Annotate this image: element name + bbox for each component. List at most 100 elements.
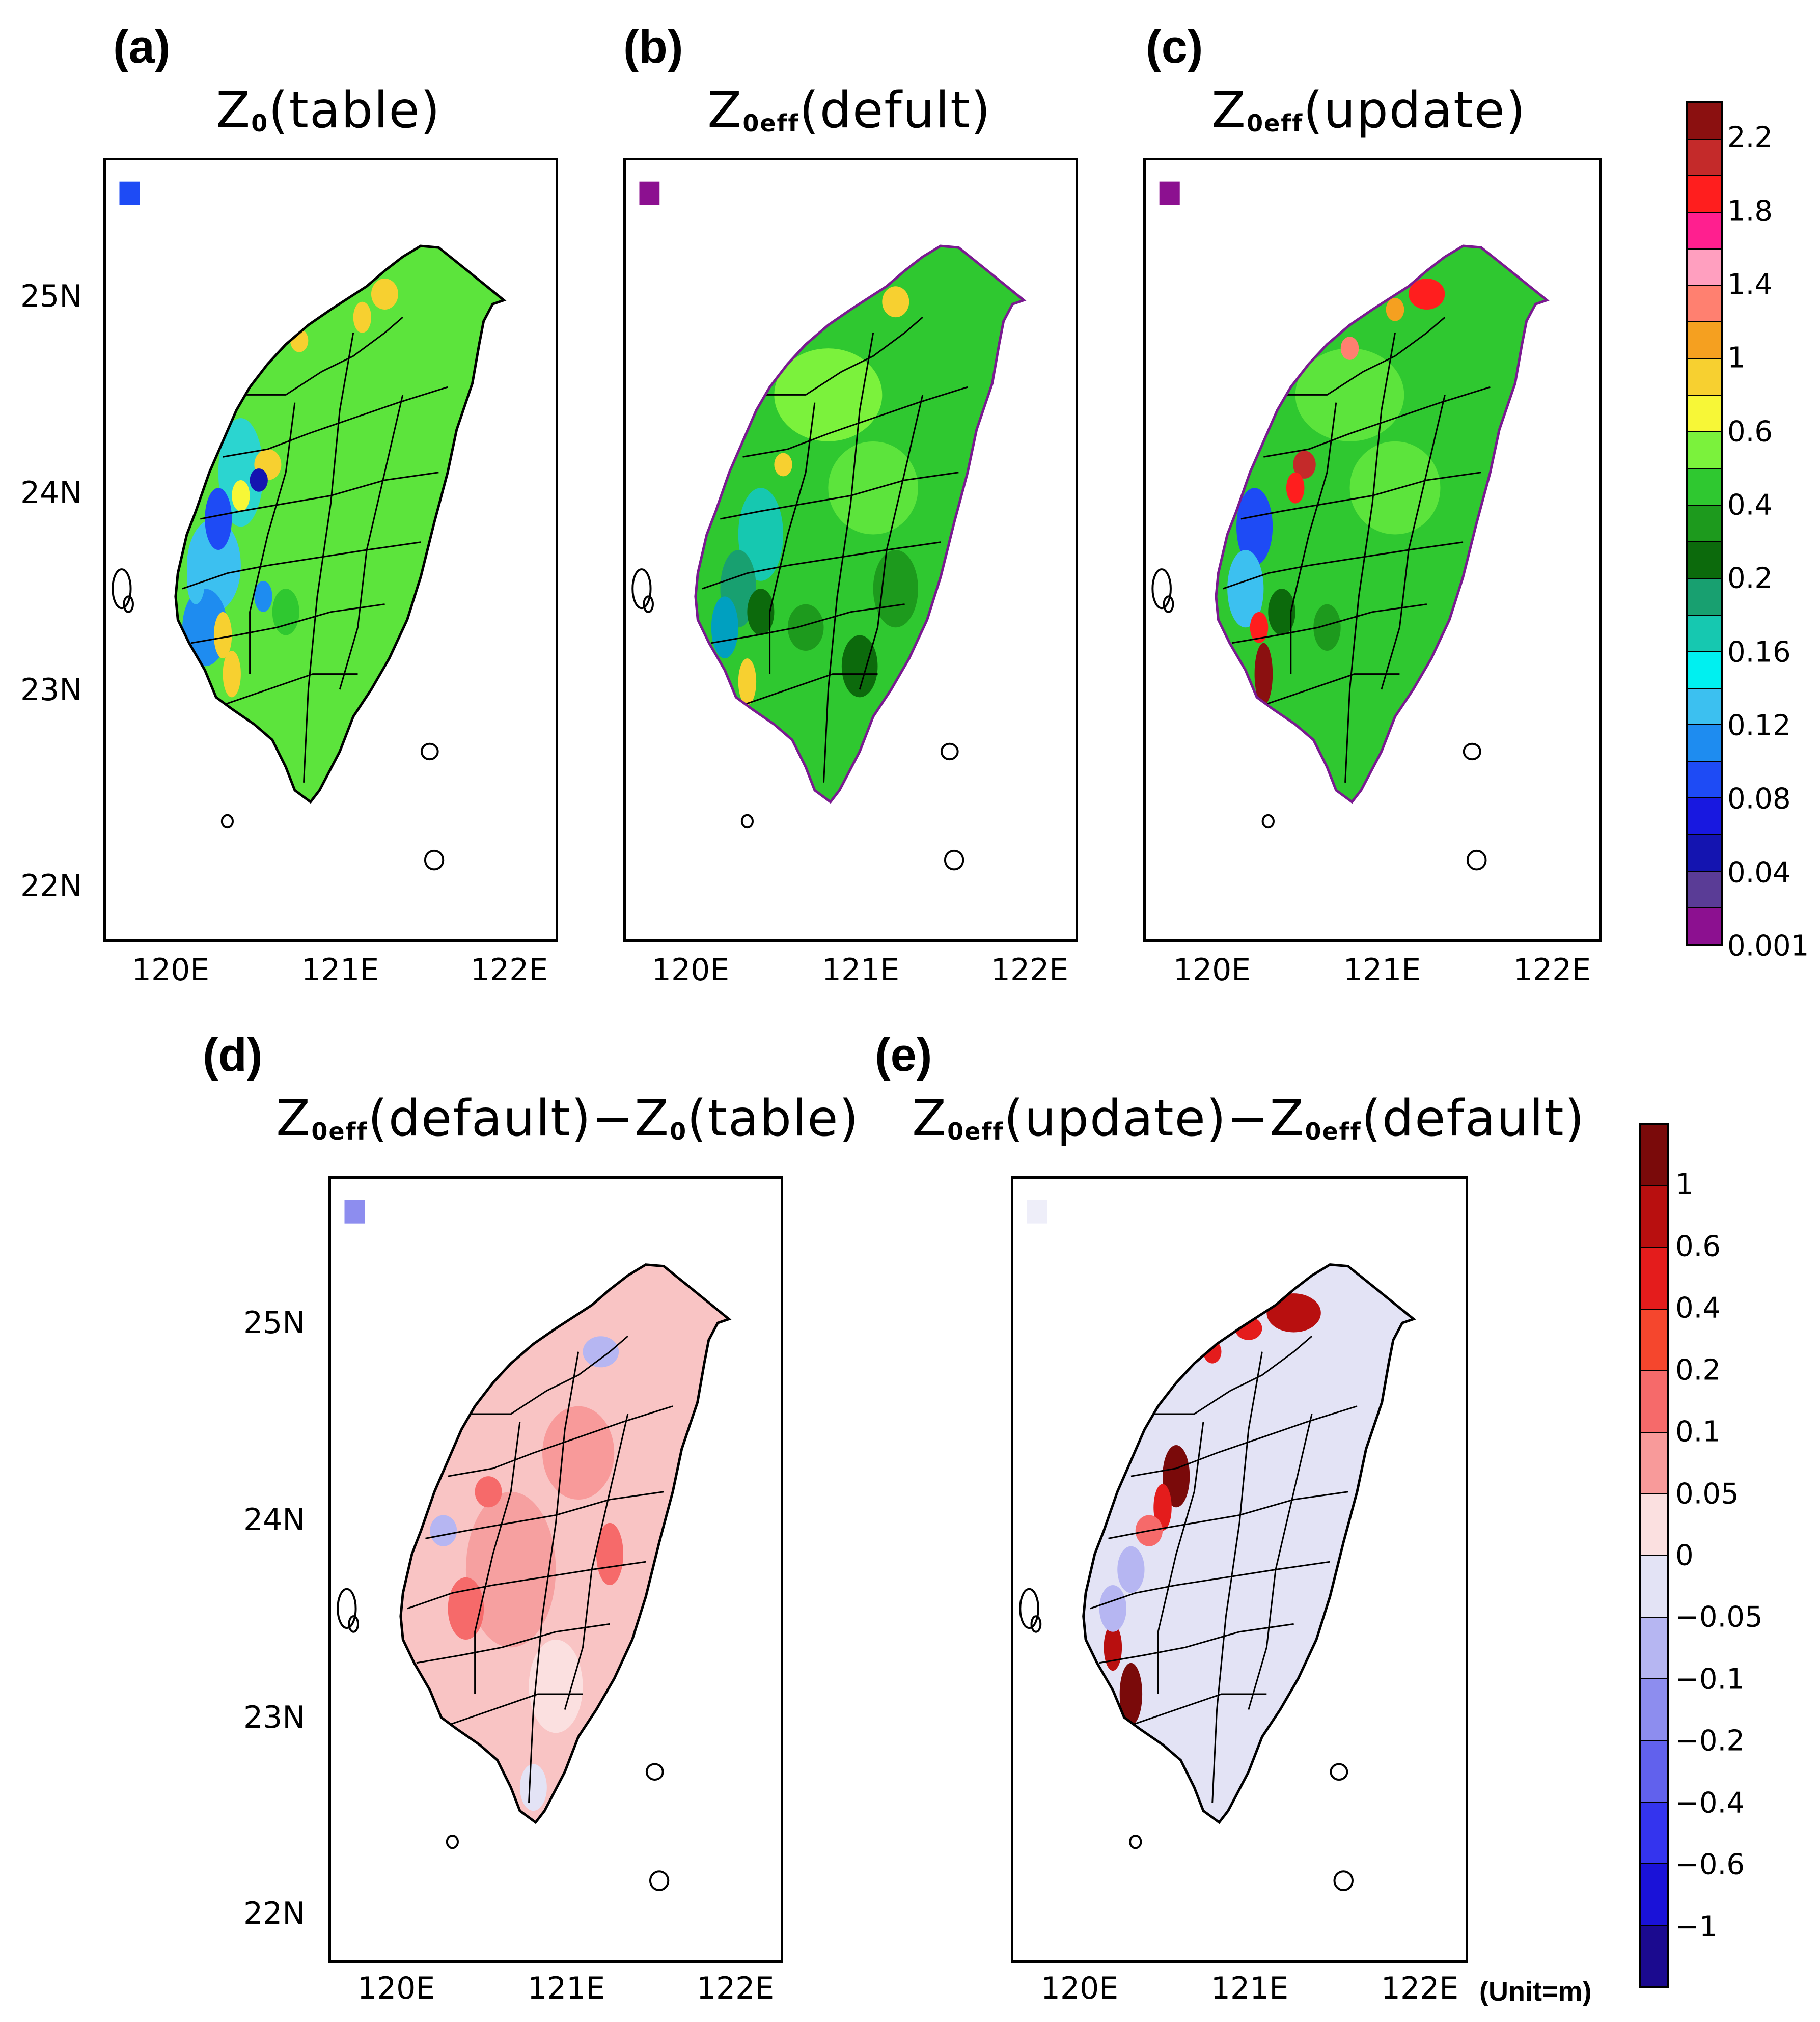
field-patch (774, 348, 883, 441)
colorbar-label: 1 (1675, 1168, 1694, 1201)
county-boundary (474, 1421, 521, 1694)
taiwan-land (1083, 1264, 1414, 1823)
field-patch (738, 658, 757, 705)
map-panel-b (623, 158, 1078, 942)
small-island (1466, 849, 1487, 871)
x-tick-121e-e: 121E (1210, 1971, 1289, 2006)
county-boundary (1130, 1693, 1267, 1726)
colorbar-label: 0.04 (1727, 856, 1791, 890)
county-boundary (1240, 472, 1481, 520)
county-boundary (1157, 1421, 1204, 1694)
county-boundary (416, 1623, 610, 1664)
panel-letter-b: (b) (623, 21, 683, 73)
coastline (399, 1263, 732, 1824)
field-patch (882, 286, 909, 318)
panel-letter-c: (c) (1146, 21, 1203, 73)
map-panel-d (328, 1176, 783, 1963)
colorbar-label: 2.2 (1727, 121, 1773, 154)
field-patch (213, 612, 232, 659)
colorbar-label: 0.2 (1675, 1353, 1721, 1387)
y-tick-24n-d: 24N (243, 1502, 306, 1538)
field-patch (205, 488, 232, 550)
field-patch (1386, 298, 1404, 321)
x-tick-121e-c: 121E (1343, 952, 1421, 988)
field-patch (841, 635, 878, 698)
y-tick-22n-a: 22N (20, 868, 82, 904)
small-island (220, 814, 234, 829)
panel-title-a: Z0(table) (216, 81, 441, 140)
colorbar-segment (1641, 1803, 1667, 1864)
coastline (1082, 1263, 1416, 1824)
county-boundary (1211, 1351, 1263, 1803)
y-tick-25n-d: 25N (243, 1305, 306, 1341)
colorbar-label: 0.2 (1727, 562, 1773, 595)
colorbar-segment (1688, 212, 1721, 250)
field-patch (774, 453, 792, 477)
x-tick-122e-d: 122E (696, 1971, 775, 2006)
small-island (1151, 568, 1172, 610)
county-boundary (1099, 1623, 1294, 1664)
county-boundary (1090, 1561, 1330, 1610)
panel-title-d: Z0eff(default)−Z0(table) (276, 1090, 860, 1148)
county-boundary (1222, 541, 1464, 590)
colorbar-segment (1641, 1926, 1667, 1986)
colorbar-label: 0.08 (1727, 782, 1791, 816)
small-island (348, 1615, 359, 1633)
county-boundary (1153, 1336, 1313, 1415)
colorbar-label: 0.05 (1675, 1477, 1739, 1511)
colorbar-label: −0.6 (1675, 1848, 1745, 1881)
field-patch (1340, 337, 1359, 360)
county-boundary (470, 1336, 628, 1415)
map-panel-a (103, 158, 558, 942)
colorbar-segment (1641, 1310, 1667, 1371)
county-boundary (769, 402, 816, 674)
x-tick-121e-d: 121E (527, 1971, 605, 2006)
small-island (446, 1834, 459, 1849)
y-tick-25n-a: 25N (20, 279, 82, 314)
panel-letter-d: (d) (203, 1029, 263, 1081)
x-tick-120e-e: 120E (1040, 1971, 1119, 2006)
colorbar-label: 1.4 (1727, 268, 1773, 301)
field-patch (1119, 1663, 1143, 1726)
small-island (643, 595, 654, 613)
county-boundary (1130, 1405, 1358, 1477)
colorbar-segment (1688, 322, 1721, 359)
county-boundary (720, 472, 959, 520)
field-patch (254, 580, 272, 612)
colorbar-label: −0.05 (1675, 1600, 1763, 1634)
colorbar-label: −0.4 (1675, 1786, 1745, 1820)
colorbar-label: 1 (1727, 341, 1746, 375)
corner-island (119, 181, 140, 205)
map-svg (1151, 181, 1550, 871)
county-boundary (245, 317, 403, 396)
field-patch (1286, 472, 1305, 504)
x-tick-122e-a: 122E (470, 952, 548, 988)
county-boundary (448, 1693, 583, 1726)
colorbar-segment (1688, 762, 1721, 799)
field-patch (1254, 643, 1273, 705)
corner-island (1159, 181, 1180, 205)
field-patch (1268, 589, 1295, 635)
colorbar-segment (1641, 1679, 1667, 1741)
colorbar-label: −0.2 (1675, 1724, 1745, 1758)
map-svg (337, 1200, 732, 1891)
colorbar-label: −1 (1675, 1910, 1718, 1944)
field-patch (1313, 604, 1341, 651)
colorbar-segment (1641, 1433, 1667, 1494)
colorbar-segment (1688, 396, 1721, 433)
county-boundary (191, 603, 385, 644)
colorbar-segment (1688, 908, 1721, 944)
colorbar-segment (1641, 1125, 1667, 1186)
colorbar-segment (1688, 103, 1721, 140)
map-svg (112, 181, 507, 871)
field-patch (1163, 1445, 1190, 1508)
county-boundary (200, 472, 439, 520)
corner-island (344, 1200, 365, 1224)
panel-title-c: Z0eff(update) (1211, 81, 1527, 140)
colorbar-label: 0.1 (1675, 1415, 1721, 1449)
county-boundary (249, 402, 296, 674)
field-patch (1227, 550, 1264, 628)
map-panel-c (1143, 158, 1602, 942)
colorbar-label: 0.4 (1727, 488, 1773, 522)
x-tick-120e-a: 120E (131, 952, 210, 988)
